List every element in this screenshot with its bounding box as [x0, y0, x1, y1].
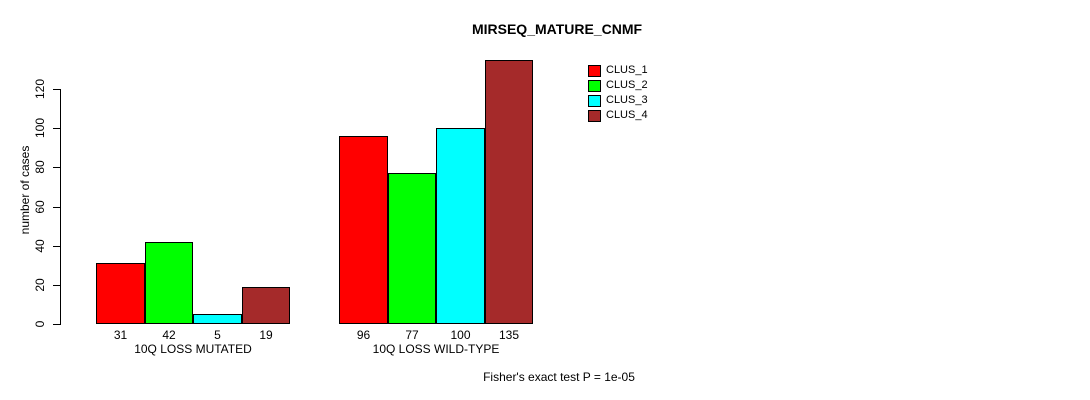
bar-value-label: 96 [356, 328, 371, 342]
y-axis-tick [53, 167, 60, 168]
y-tick-label: 120 [33, 78, 47, 100]
legend-label: CLUS_2 [606, 79, 648, 91]
y-tick-label: 0 [33, 320, 47, 328]
bar-clus_2-group2 [388, 173, 436, 324]
y-axis-tick [53, 89, 60, 90]
bar-value-label: 135 [498, 328, 520, 342]
y-axis-label: number of cases [18, 145, 32, 235]
legend-swatch-clus_2 [588, 80, 601, 92]
y-tick-label: 100 [33, 117, 47, 139]
bar-value-label: 19 [259, 328, 273, 342]
bar-value-label: 5 [214, 328, 221, 342]
legend-swatch-clus_4 [588, 110, 601, 122]
legend-label: CLUS_3 [606, 94, 648, 106]
bar-clus_3-group1 [193, 314, 242, 324]
x-group-label: 10Q LOSS MUTATED [134, 342, 252, 356]
legend-label: CLUS_4 [606, 109, 648, 121]
legend-swatch-clus_3 [588, 95, 601, 107]
bar-value-label: 77 [405, 328, 419, 342]
legend-label: CLUS_1 [606, 64, 648, 76]
stat-annotation: Fisher's exact test P = 1e-05 [483, 370, 635, 384]
bar-clus_4-group1 [242, 287, 290, 324]
legend-swatch-clus_1 [588, 65, 601, 77]
y-axis-tick [53, 324, 60, 325]
y-tick-label: 40 [33, 239, 47, 253]
bar-clus_4-group2 [485, 60, 533, 324]
bar-clus_1-group2 [339, 136, 388, 324]
y-axis-tick [53, 246, 60, 247]
bar-clus_3-group2 [436, 128, 485, 324]
y-tick-label: 80 [33, 160, 47, 174]
y-axis-line [60, 89, 61, 325]
bar-clus_2-group1 [145, 242, 193, 324]
y-tick-label: 20 [33, 278, 47, 292]
chart-title: MIRSEQ_MATURE_CNMF [471, 21, 643, 37]
bar-value-label: 31 [113, 328, 128, 342]
bar-clus_1-group1 [96, 263, 145, 324]
y-axis-tick [53, 128, 60, 129]
x-group-label: 10Q LOSS WILD-TYPE [372, 342, 500, 356]
y-tick-label: 60 [33, 200, 47, 214]
y-axis-tick [53, 207, 60, 208]
y-axis-tick [53, 285, 60, 286]
bar-value-label: 100 [450, 328, 471, 342]
bar-value-label: 42 [162, 328, 176, 342]
